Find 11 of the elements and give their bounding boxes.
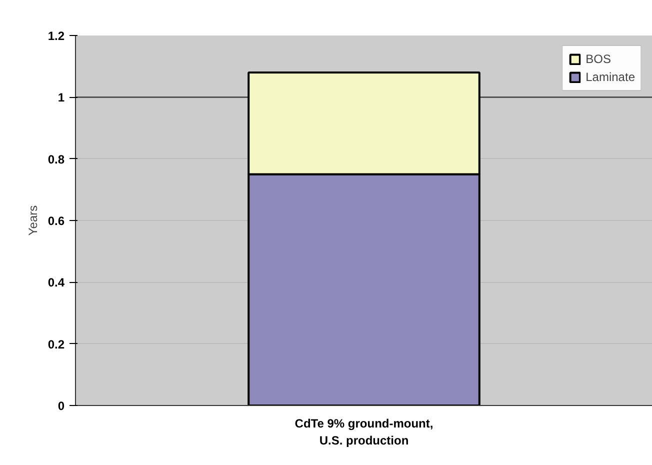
legend-label: BOS bbox=[586, 52, 611, 66]
y-tick-label: 0.6 bbox=[48, 214, 65, 228]
y-tick-label: 1.2 bbox=[48, 29, 65, 43]
legend-label: Laminate bbox=[586, 70, 635, 84]
y-tick-label: 0.2 bbox=[48, 337, 65, 352]
y-axis-title: Years bbox=[26, 205, 40, 236]
y-tick-label: 0.8 bbox=[48, 152, 65, 166]
y-tick-label: 0 bbox=[58, 399, 65, 413]
y-tick-label: 1 bbox=[58, 90, 65, 105]
y-tick-label: 0.4 bbox=[48, 276, 65, 290]
x-tick-label: CdTe 9% ground-mount, U.S. production bbox=[294, 416, 434, 448]
